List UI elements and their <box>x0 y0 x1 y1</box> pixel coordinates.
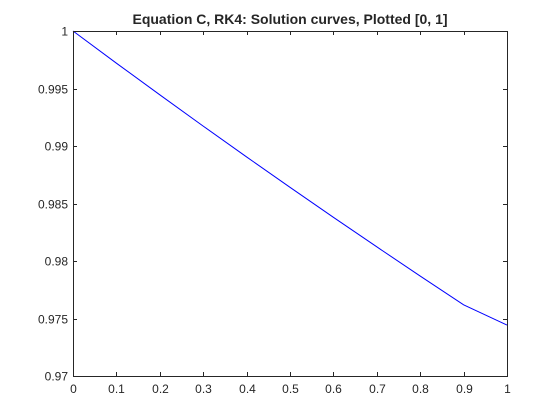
y-tick-label: 0.985 <box>38 198 68 212</box>
x-tick-label: 0.7 <box>369 382 386 396</box>
x-tick-label: 0.9 <box>456 382 473 396</box>
y-tick-label: 1 <box>61 25 68 39</box>
x-tick-label: 0.6 <box>325 382 342 396</box>
series-layer <box>72 30 508 326</box>
x-tick-label: 0.1 <box>108 382 125 396</box>
plot-area <box>73 31 507 376</box>
y-tick-label: 0.97 <box>45 370 69 384</box>
x-tick-label: 0.3 <box>195 382 212 396</box>
x-tick-label: 0.4 <box>239 382 256 396</box>
y-tick-label: 0.995 <box>38 83 68 97</box>
x-tick-label: 0.2 <box>152 382 169 396</box>
series-line-0 <box>72 30 508 326</box>
y-tick-label: 0.975 <box>38 313 68 327</box>
axes-layer: 0 0.1 0.2 0.3 0.4 0.5 0.6 0.7 0.8 0.9 1 0.97 0.975 0.… <box>38 25 511 397</box>
chart-title: Equation C, RK4: Solution curves, Plotte… <box>132 11 447 27</box>
x-tick-label: 0 <box>70 382 77 396</box>
x-tick-label: 0.8 <box>412 382 429 396</box>
x-tick-label: 0.5 <box>282 382 299 396</box>
y-tick-label: 0.99 <box>45 140 69 154</box>
x-tick-label: 1 <box>504 382 511 396</box>
y-tick-label: 0.98 <box>45 255 69 269</box>
